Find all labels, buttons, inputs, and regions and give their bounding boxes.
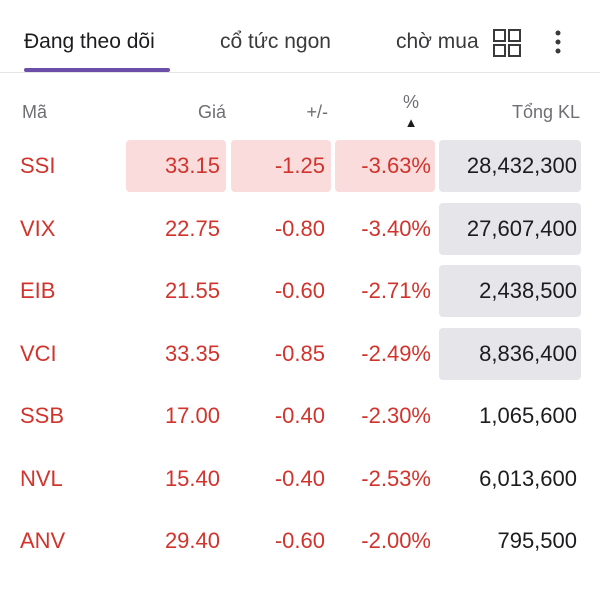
symbol-cell: VIX xyxy=(20,215,56,241)
change-cell: -0.80 xyxy=(274,215,325,241)
volume-cell: 6,013,600 xyxy=(479,465,577,491)
price-cell: 22.75 xyxy=(164,215,220,241)
tab-bar: Đang theo dõi cổ tức ngon chờ mua xyxy=(0,0,600,73)
price-cell: 33.35 xyxy=(164,340,220,366)
column-header-symbol[interactable]: Mã xyxy=(22,102,48,122)
more-vertical-icon[interactable] xyxy=(548,28,568,58)
percent-cell: -2.00% xyxy=(361,528,431,553)
change-cell: -0.40 xyxy=(274,465,325,491)
volume-cell: 8,836,400 xyxy=(439,327,581,380)
tab-following[interactable]: Đang theo dõi xyxy=(24,30,155,53)
volume-cell: 795,500 xyxy=(497,528,577,553)
symbol-cell: NVL xyxy=(20,465,63,491)
price-cell: 33.15 xyxy=(126,140,226,192)
table-row[interactable]: SSB 17.00 -0.40 -2.30% 1,065,600 xyxy=(0,387,600,450)
volume-cell: 28,432,300 xyxy=(439,140,581,192)
table-row[interactable]: EIB 21.55 -0.60 -2.71% 2,438,500 xyxy=(0,262,600,325)
symbol-cell: SSI xyxy=(20,153,56,178)
volume-cell: 1,065,600 xyxy=(479,403,577,428)
table-row[interactable]: NVL 15.40 -0.40 -2.53% 6,013,600 xyxy=(0,450,600,513)
symbol-cell: ANV xyxy=(20,528,66,553)
table-row[interactable]: SSI 33.15 -1.25 -3.63% 28,432,300 xyxy=(0,137,600,200)
price-cell: 21.55 xyxy=(164,278,220,303)
table-row[interactable]: VIX 22.75 -0.80 -3.40% 27,607,400 xyxy=(0,200,600,263)
percent-label: % xyxy=(402,92,419,112)
table-row[interactable]: VCI 33.35 -0.85 -2.49% 8,836,400 xyxy=(0,325,600,388)
volume-cell: 27,607,400 xyxy=(439,202,581,255)
change-cell: -0.85 xyxy=(274,340,325,366)
percent-cell: -2.71% xyxy=(361,278,431,303)
change-cell: -0.60 xyxy=(274,278,325,303)
percent-cell: -2.53% xyxy=(361,465,431,491)
volume-cell: 2,438,500 xyxy=(439,265,581,317)
change-cell: -0.60 xyxy=(274,528,325,553)
symbol-cell: VCI xyxy=(20,340,57,366)
symbol-cell: SSB xyxy=(20,403,65,428)
percent-cell: -2.49% xyxy=(361,340,431,366)
column-header-change[interactable]: +/- xyxy=(306,102,328,122)
change-cell: -0.40 xyxy=(274,403,325,428)
price-cell: 17.00 xyxy=(164,403,220,428)
active-tab-indicator xyxy=(24,68,170,72)
change-cell: -1.25 xyxy=(231,140,331,192)
percent-cell: -3.63% xyxy=(335,140,435,192)
percent-cell: -2.30% xyxy=(361,403,431,428)
price-cell: 29.40 xyxy=(164,528,220,553)
symbol-cell: EIB xyxy=(20,278,56,303)
tab-waiting-to-buy[interactable]: chờ mua xyxy=(396,30,479,53)
percent-cell: -3.40% xyxy=(361,215,431,241)
sort-ascending-icon: ▲ xyxy=(404,115,418,130)
watchlist-table: SSI 33.15 -1.25 -3.63% 28,432,300 VIX 22… xyxy=(0,137,600,575)
price-cell: 15.40 xyxy=(164,465,220,491)
column-header-price[interactable]: Giá xyxy=(197,102,226,122)
column-header-percent[interactable]: % ▲ xyxy=(396,92,426,130)
grid-icon[interactable] xyxy=(492,28,522,58)
column-header-volume[interactable]: Tổng KL xyxy=(511,102,580,122)
tab-good-dividends[interactable]: cổ tức ngon xyxy=(220,30,331,53)
table-row[interactable]: ANV 29.40 -0.60 -2.00% 795,500 xyxy=(0,512,600,575)
table-header: Mã Giá +/- % ▲ Tổng KL xyxy=(0,92,600,136)
